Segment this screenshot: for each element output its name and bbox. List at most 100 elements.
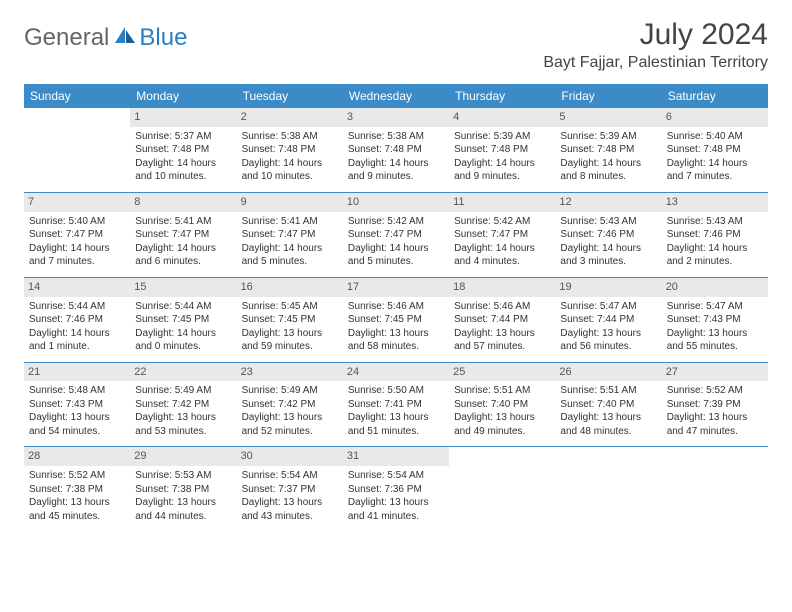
- day-number: 12: [555, 193, 661, 212]
- cell-content: Sunrise: 5:39 AMSunset: 7:48 PMDaylight:…: [454, 130, 550, 184]
- cell-content: Sunrise: 5:48 AMSunset: 7:43 PMDaylight:…: [29, 384, 125, 438]
- calendar-cell: 11 Sunrise: 5:42 AMSunset: 7:47 PMDayligh…: [449, 192, 555, 277]
- calendar-cell: 17Sunrise: 5:46 AMSunset: 7:45 PMDayligh…: [343, 277, 449, 362]
- cell-content: Sunrise: 5:53 AMSunset: 7:38 PMDaylight:…: [135, 469, 231, 523]
- cell-content: Sunrise: 5:51 AMSunset: 7:40 PMDaylight:…: [454, 384, 550, 438]
- calendar-cell: 15Sunrise: 5:44 AMSunset: 7:45 PMDayligh…: [130, 277, 236, 362]
- logo-word-blue: Blue: [139, 24, 187, 52]
- calendar-cell: 2Sunrise: 5:38 AMSunset: 7:48 PMDaylight…: [237, 108, 343, 192]
- sunset-text: Sunset: 7:43 PM: [29, 398, 125, 412]
- day-number: 1: [130, 108, 236, 127]
- cell-content: Sunrise: 5:44 AMSunset: 7:46 PMDaylight:…: [29, 300, 125, 354]
- sunrise-text: Sunrise: 5:40 AM: [29, 215, 125, 229]
- sunset-text: Sunset: 7:40 PM: [560, 398, 656, 412]
- calendar-cell: 4 Sunrise: 5:39 AMSunset: 7:48 PMDaylight…: [449, 108, 555, 192]
- sunrise-text: Sunrise: 5:49 AM: [242, 384, 338, 398]
- calendar-cell: 12 Sunrise: 5:43 AMSunset: 7:46 PMDayligh…: [555, 192, 661, 277]
- day-header: Saturday: [662, 84, 768, 108]
- daylight-text: Daylight: 13 hours and 54 minutes.: [29, 411, 125, 438]
- day-number: 27: [662, 363, 768, 382]
- calendar-cell: 14Sunrise: 5:44 AMSunset: 7:46 PMDayligh…: [24, 277, 130, 362]
- day-number: 16: [237, 278, 343, 297]
- sunrise-text: Sunrise: 5:37 AM: [135, 130, 231, 144]
- day-number: 20: [662, 278, 768, 297]
- calendar-cell: 26Sunrise: 5:51 AMSunset: 7:40 PMDayligh…: [555, 362, 661, 447]
- day-header: Tuesday: [237, 84, 343, 108]
- cell-content: Sunrise: 5:46 AMSunset: 7:44 PMDaylight:…: [454, 300, 550, 354]
- sunrise-text: Sunrise: 5:44 AM: [135, 300, 231, 314]
- calendar-cell: 20Sunrise: 5:47 AMSunset: 7:43 PMDayligh…: [662, 277, 768, 362]
- calendar-week-row: 7Sunrise: 5:40 AMSunset: 7:47 PMDaylight…: [24, 192, 768, 277]
- calendar-cell: [555, 447, 661, 531]
- sunrise-text: Sunrise: 5:48 AM: [29, 384, 125, 398]
- daylight-text: Daylight: 14 hours and 3 minutes.: [560, 242, 656, 269]
- sunset-text: Sunset: 7:47 PM: [29, 228, 125, 242]
- cell-content: Sunrise: 5:37 AMSunset: 7:48 PMDaylight:…: [135, 130, 231, 184]
- calendar-cell: 16Sunrise: 5:45 AMSunset: 7:45 PMDayligh…: [237, 277, 343, 362]
- day-number: 21: [24, 363, 130, 382]
- sunrise-text: Sunrise: 5:43 AM: [667, 215, 763, 229]
- sunrise-text: Sunrise: 5:38 AM: [348, 130, 444, 144]
- calendar-cell: [449, 447, 555, 531]
- sunrise-text: Sunrise: 5:53 AM: [135, 469, 231, 483]
- day-number: 23: [237, 363, 343, 382]
- daylight-text: Daylight: 13 hours and 56 minutes.: [560, 327, 656, 354]
- calendar-cell: 7Sunrise: 5:40 AMSunset: 7:47 PMDaylight…: [24, 192, 130, 277]
- sunset-text: Sunset: 7:39 PM: [667, 398, 763, 412]
- day-number: 10: [343, 193, 449, 212]
- daylight-text: Daylight: 13 hours and 58 minutes.: [348, 327, 444, 354]
- sunset-text: Sunset: 7:48 PM: [667, 143, 763, 157]
- sunset-text: Sunset: 7:48 PM: [135, 143, 231, 157]
- daylight-text: Daylight: 14 hours and 2 minutes.: [667, 242, 763, 269]
- sunrise-text: Sunrise: 5:47 AM: [560, 300, 656, 314]
- calendar-week-row: 14Sunrise: 5:44 AMSunset: 7:46 PMDayligh…: [24, 277, 768, 362]
- day-number: 28: [24, 447, 130, 466]
- daylight-text: Daylight: 13 hours and 51 minutes.: [348, 411, 444, 438]
- sunrise-text: Sunrise: 5:41 AM: [135, 215, 231, 229]
- day-number: 19: [555, 278, 661, 297]
- day-header-row: Sunday Monday Tuesday Wednesday Thursday…: [24, 84, 768, 108]
- month-title: July 2024: [543, 18, 768, 52]
- cell-content: Sunrise: 5:42 AMSunset: 7:47 PMDaylight:…: [454, 215, 550, 269]
- calendar-cell: 18Sunrise: 5:46 AMSunset: 7:44 PMDayligh…: [449, 277, 555, 362]
- sunrise-text: Sunrise: 5:46 AM: [348, 300, 444, 314]
- sunrise-text: Sunrise: 5:43 AM: [560, 215, 656, 229]
- sunset-text: Sunset: 7:42 PM: [135, 398, 231, 412]
- day-number: 26: [555, 363, 661, 382]
- cell-content: Sunrise: 5:41 AMSunset: 7:47 PMDaylight:…: [135, 215, 231, 269]
- sunset-text: Sunset: 7:46 PM: [560, 228, 656, 242]
- sunrise-text: Sunrise: 5:41 AM: [242, 215, 338, 229]
- sunset-text: Sunset: 7:44 PM: [454, 313, 550, 327]
- calendar-cell: 29Sunrise: 5:53 AMSunset: 7:38 PMDayligh…: [130, 447, 236, 531]
- calendar-cell: 9Sunrise: 5:41 AMSunset: 7:47 PMDaylight…: [237, 192, 343, 277]
- daylight-text: Daylight: 13 hours and 52 minutes.: [242, 411, 338, 438]
- calendar-cell: 25Sunrise: 5:51 AMSunset: 7:40 PMDayligh…: [449, 362, 555, 447]
- sunset-text: Sunset: 7:48 PM: [454, 143, 550, 157]
- day-number: 5: [555, 108, 661, 127]
- sunset-text: Sunset: 7:43 PM: [667, 313, 763, 327]
- calendar-week-row: 28Sunrise: 5:52 AMSunset: 7:38 PMDayligh…: [24, 447, 768, 531]
- daylight-text: Daylight: 13 hours and 57 minutes.: [454, 327, 550, 354]
- day-number: 22: [130, 363, 236, 382]
- sunrise-text: Sunrise: 5:45 AM: [242, 300, 338, 314]
- daylight-text: Daylight: 13 hours and 59 minutes.: [242, 327, 338, 354]
- cell-content: Sunrise: 5:50 AMSunset: 7:41 PMDaylight:…: [348, 384, 444, 438]
- day-header: Wednesday: [343, 84, 449, 108]
- daylight-text: Daylight: 13 hours and 47 minutes.: [667, 411, 763, 438]
- daylight-text: Daylight: 13 hours and 43 minutes.: [242, 496, 338, 523]
- sunrise-text: Sunrise: 5:50 AM: [348, 384, 444, 398]
- sunset-text: Sunset: 7:46 PM: [29, 313, 125, 327]
- cell-content: Sunrise: 5:43 AMSunset: 7:46 PMDaylight:…: [560, 215, 656, 269]
- sunset-text: Sunset: 7:36 PM: [348, 483, 444, 497]
- day-number: 4: [449, 108, 555, 127]
- day-number: 30: [237, 447, 343, 466]
- day-number: 11: [449, 193, 555, 212]
- sunrise-text: Sunrise: 5:54 AM: [348, 469, 444, 483]
- sunset-text: Sunset: 7:44 PM: [560, 313, 656, 327]
- sunrise-text: Sunrise: 5:44 AM: [29, 300, 125, 314]
- cell-content: Sunrise: 5:39 AMSunset: 7:48 PMDaylight:…: [560, 130, 656, 184]
- location: Bayt Fajjar, Palestinian Territory: [543, 54, 768, 72]
- cell-content: Sunrise: 5:49 AMSunset: 7:42 PMDaylight:…: [135, 384, 231, 438]
- sunrise-text: Sunrise: 5:38 AM: [242, 130, 338, 144]
- sunrise-text: Sunrise: 5:42 AM: [348, 215, 444, 229]
